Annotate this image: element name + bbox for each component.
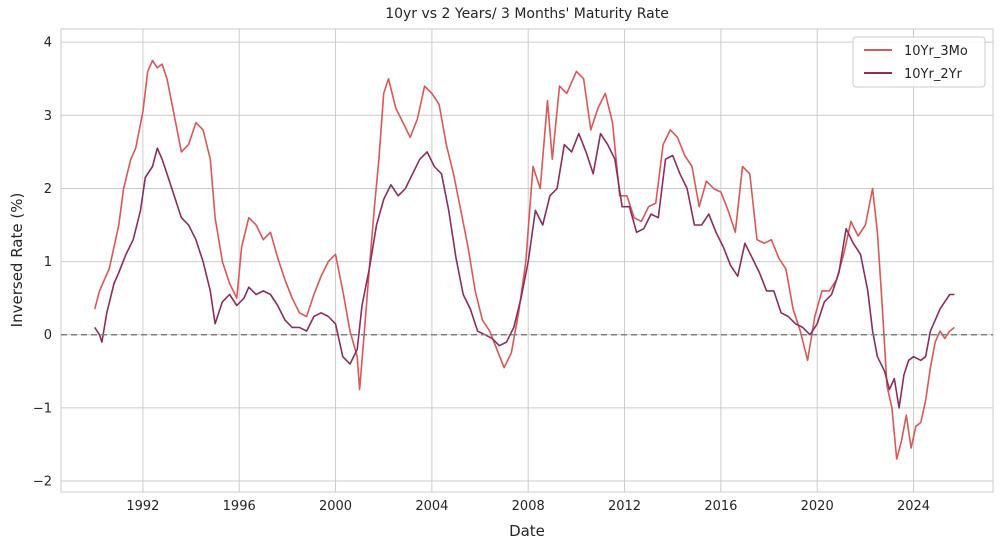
- y-tick-label: 4: [44, 36, 52, 51]
- x-axis-label: Date: [509, 522, 545, 540]
- x-tick-label: 2004: [415, 499, 448, 514]
- y-tick-label: 1: [44, 255, 52, 270]
- x-tick-label: 2000: [319, 499, 352, 514]
- y-tick-label: 0: [44, 328, 52, 343]
- y-tick-label: −2: [33, 475, 52, 490]
- legend: 10Yr_3Mo 10Yr_2Yr: [852, 36, 986, 88]
- y-axis-ticks: −2 −1 0 1 2 3 4: [33, 36, 52, 490]
- legend-label-10yr-3mo: 10Yr_3Mo: [904, 44, 968, 59]
- y-tick-label: −1: [33, 401, 52, 416]
- x-tick-label: 1992: [126, 499, 159, 514]
- x-axis-ticks: 1992 1996 2000 2004 2008 2012 2016 2020 2024: [126, 499, 930, 514]
- plot-area: [60, 28, 994, 493]
- y-tick-label: 2: [44, 182, 52, 197]
- chart-title: 10yr vs 2 Years/ 3 Months' Maturity Rate: [385, 6, 669, 22]
- series-line-10yr-2yr: [94, 132, 955, 409]
- x-tick-label: 2012: [608, 499, 641, 514]
- y-axis-label: Inversed Rate (%): [8, 193, 26, 328]
- legend-label-10yr-2yr: 10Yr_2Yr: [904, 67, 963, 82]
- series-lines: [93, 59, 955, 460]
- plot-frame: [60, 28, 994, 493]
- x-tick-label: 2016: [704, 499, 737, 514]
- x-tick-label: 2024: [897, 499, 930, 514]
- x-tick-label: 2020: [801, 499, 834, 514]
- x-tick-label: 2008: [512, 499, 545, 514]
- y-tick-label: 3: [44, 109, 52, 124]
- x-tick-label: 1996: [223, 499, 256, 514]
